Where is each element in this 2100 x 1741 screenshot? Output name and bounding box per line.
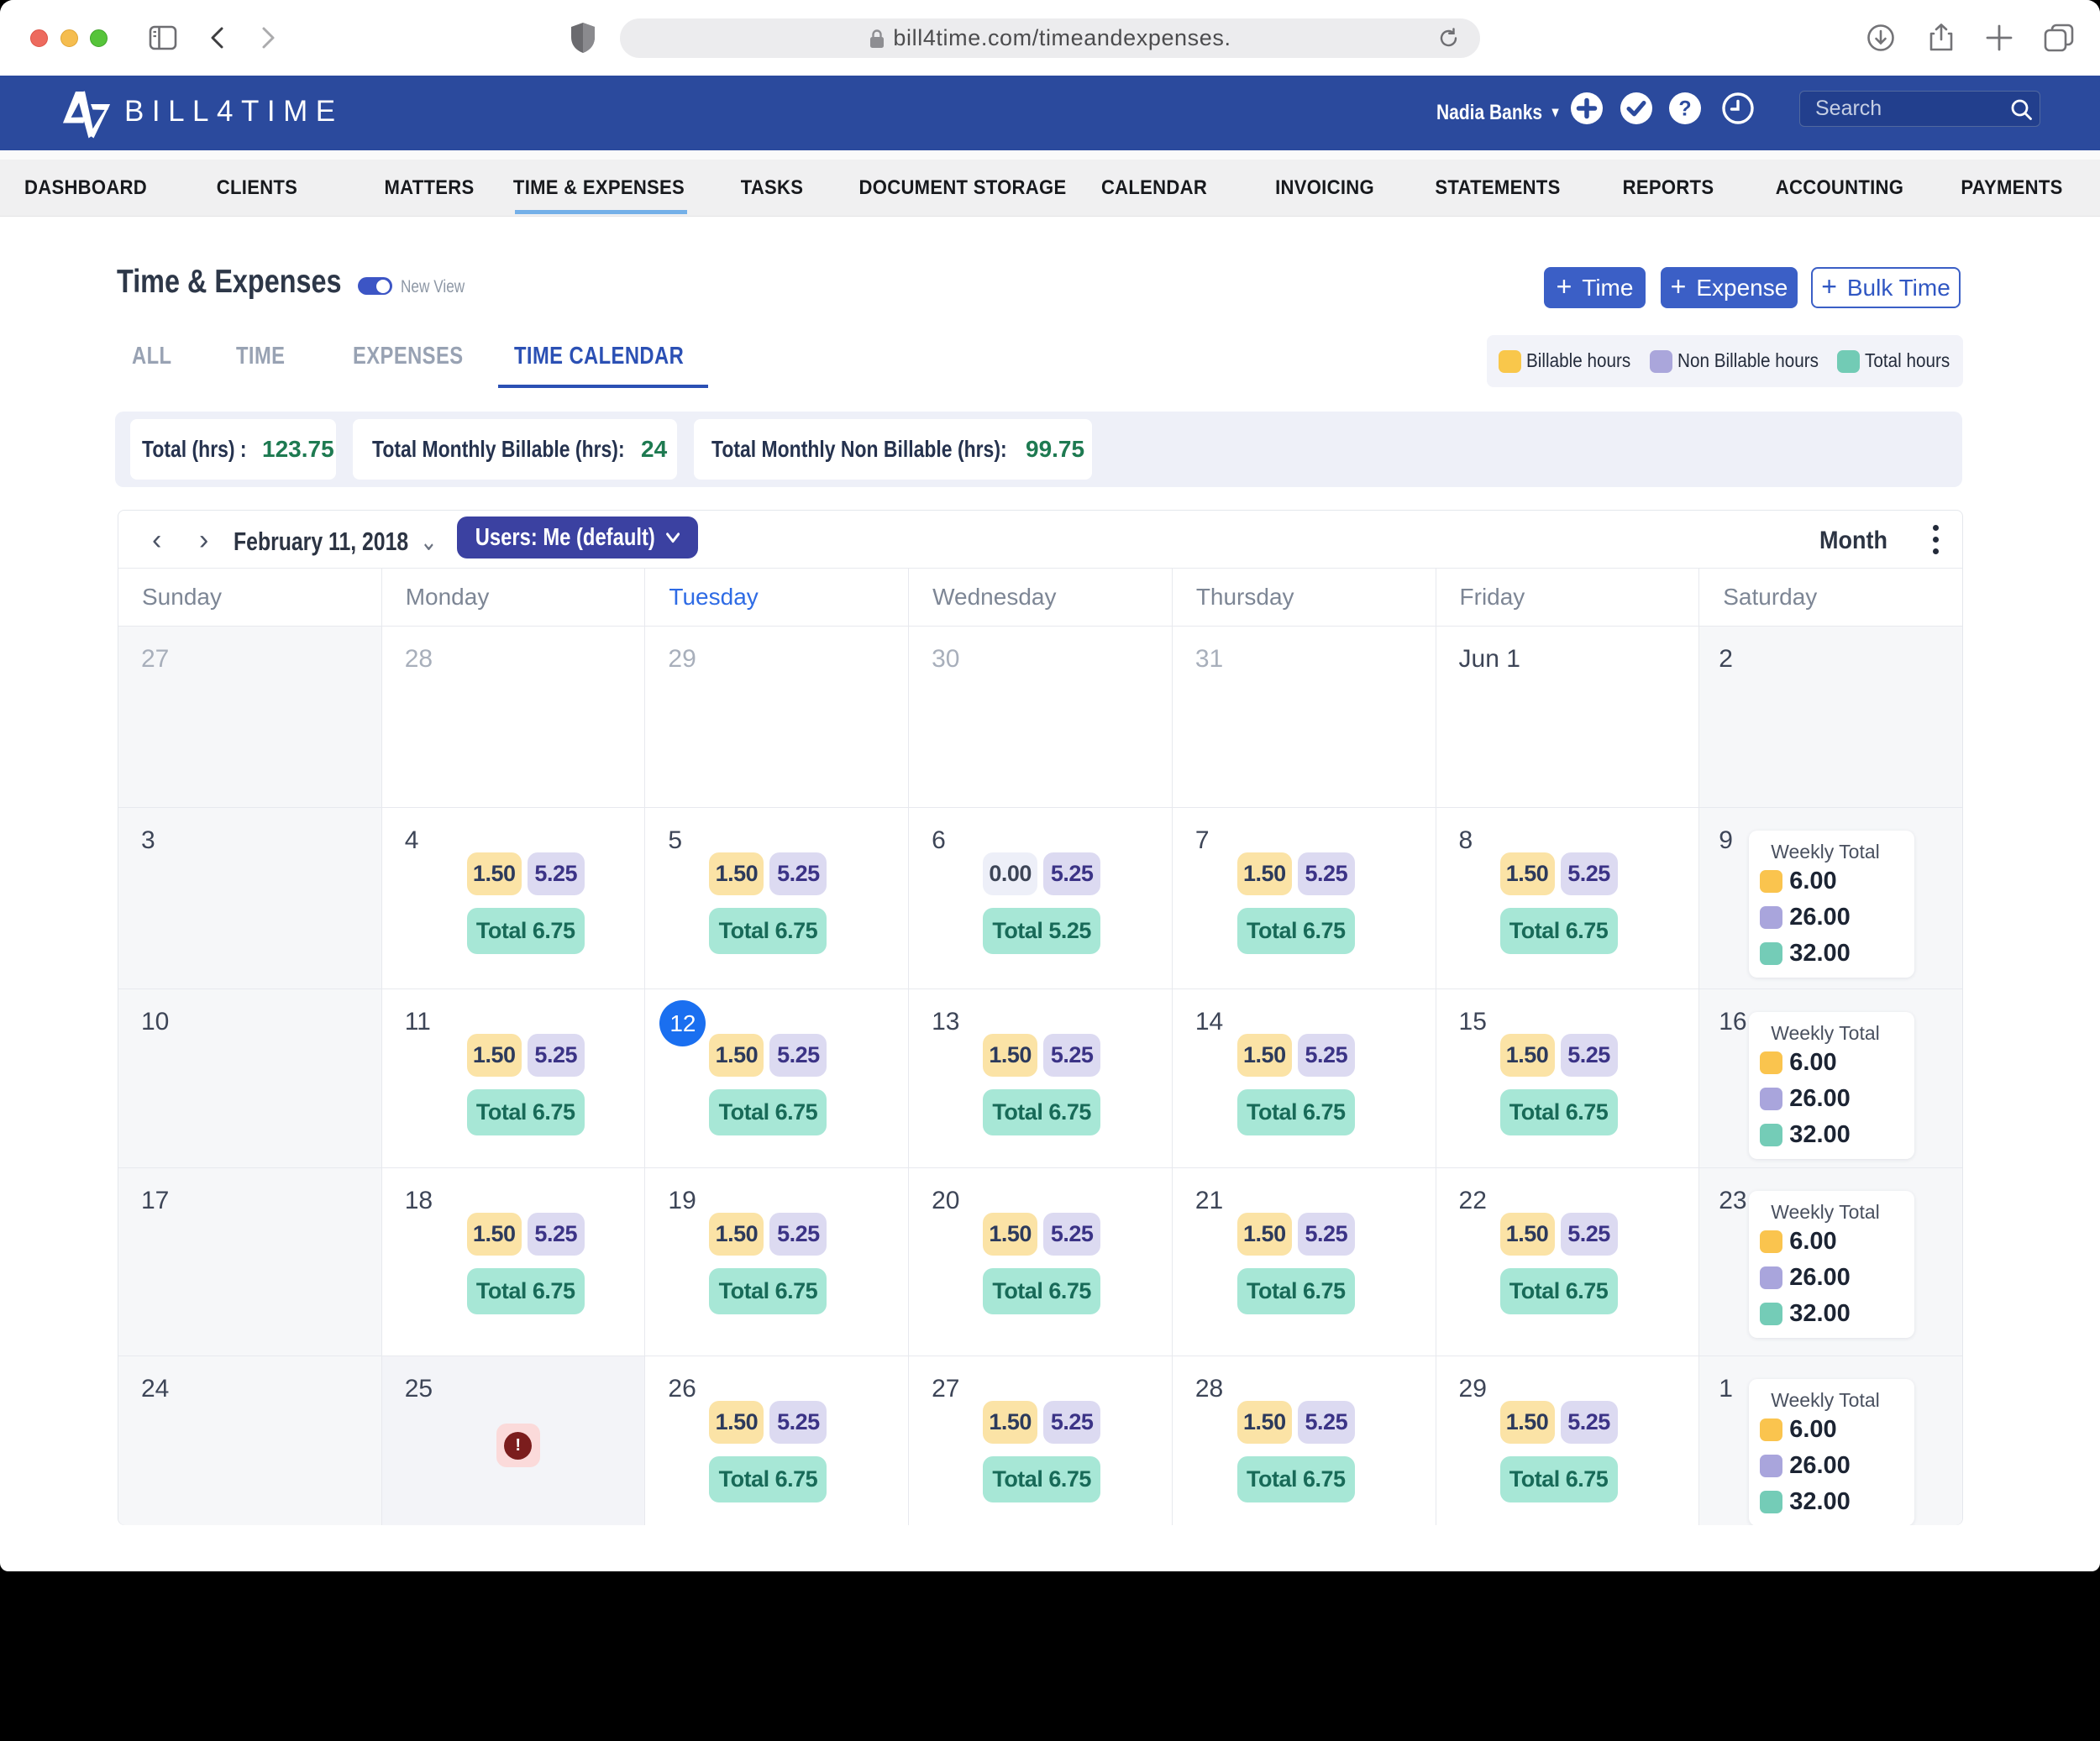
svg-text:?: ? (1678, 97, 1691, 121)
